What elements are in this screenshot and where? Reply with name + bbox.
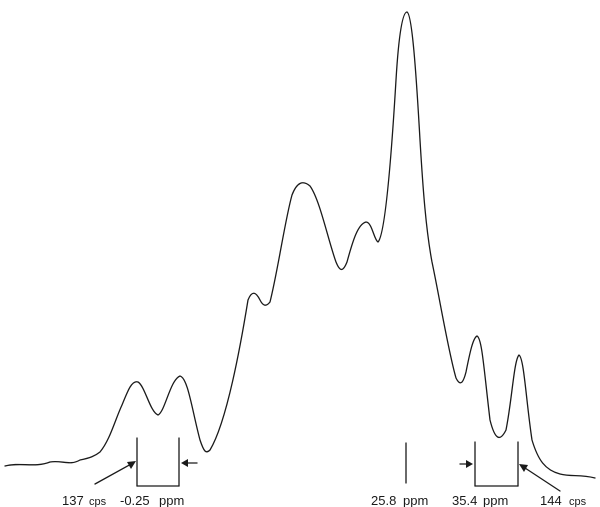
left-leader-arrow [94, 461, 136, 485]
right-leader-arrow [519, 464, 561, 492]
left-bracket [136, 437, 180, 487]
spectrum-trace [4, 11, 596, 479]
label-left-ppm: -0.25 [120, 493, 150, 507]
label-center-ppm-unit: ppm [403, 493, 428, 507]
label-center-ppm: 25.8 [371, 493, 396, 507]
left-inner-arrow [181, 459, 198, 467]
label-right-ppm-unit: ppm [483, 493, 508, 507]
right-bracket [474, 441, 519, 487]
label-right-ppm: 35.4 [452, 493, 477, 507]
label-137-unit: cps [89, 496, 107, 507]
label-left-ppm-unit: ppm [159, 493, 184, 507]
label-137: 137 [62, 493, 84, 507]
label-144: 144 [540, 493, 562, 507]
right-inner-arrow [459, 460, 473, 468]
label-144-unit: cps [569, 496, 587, 507]
